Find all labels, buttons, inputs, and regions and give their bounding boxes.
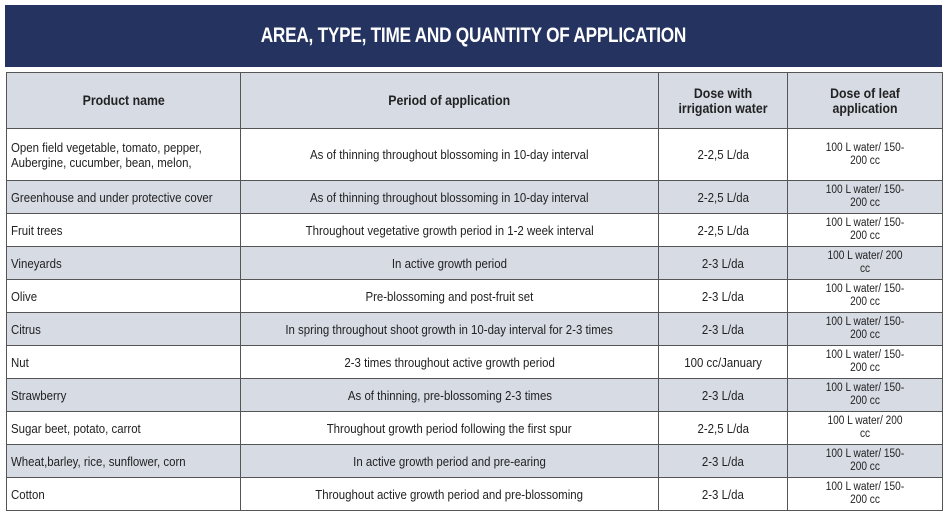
period-cell: 2-3 times throughout active growth perio…	[240, 345, 659, 379]
table-row: Fruit trees Throughout vegetative growth …	[6, 213, 943, 247]
leaf-dose-cell: 100 L water/ 200 cc	[787, 411, 943, 445]
product-cell: Olive	[6, 279, 241, 313]
product-cell: Vineyards	[6, 246, 241, 280]
title-banner: AREA, TYPE, TIME AND QUANTITY OF APPLICA…	[5, 5, 942, 67]
leaf-dose-cell: 100 L water/ 150-200 cc	[787, 213, 943, 247]
table-row: Nut 2-3 times throughout active growth pe…	[6, 345, 943, 379]
product-cell: Wheat,barley, rice, sunflower, corn	[6, 444, 241, 478]
period-cell: As of thinning throughout blossoming in …	[240, 128, 659, 181]
irrigation-dose-cell: 2-3 L/da	[658, 279, 788, 313]
product-cell: Greenhouse and under protective cover	[6, 180, 241, 214]
product-cell: Open field vegetable, tomato, pepper, Au…	[6, 128, 241, 181]
period-cell: In active growth period	[240, 246, 659, 280]
header-row: Product name Period of application Dose …	[6, 72, 943, 129]
product-cell: Strawberry	[6, 378, 241, 412]
column-header-irrigation: Dose with irrigation water	[658, 72, 788, 129]
product-cell: Sugar beet, potato, carrot	[6, 411, 241, 445]
irrigation-dose-cell: 2-3 L/da	[658, 444, 788, 478]
leaf-dose-cell: 100 L water/ 150-200 cc	[787, 312, 943, 346]
page-title: AREA, TYPE, TIME AND QUANTITY OF APPLICA…	[260, 24, 687, 47]
leaf-dose-cell: 100 L water/ 150-200 cc	[787, 378, 943, 412]
leaf-dose-cell: 100 L water/ 150-200 cc	[787, 180, 943, 214]
leaf-dose-cell: 100 L water/ 150-200 cc	[787, 279, 943, 313]
period-cell: Throughout vegetative growth period in 1…	[240, 213, 659, 247]
leaf-dose-cell: 100 L water/ 150-200 cc	[787, 345, 943, 379]
period-cell: As of thinning, pre-blossoming 2-3 times	[240, 378, 659, 412]
period-cell: Throughout growth period following the f…	[240, 411, 659, 445]
leaf-dose-cell: 100 L water/ 150-200 cc	[787, 128, 943, 181]
product-cell: Nut	[6, 345, 241, 379]
period-cell: In active growth period and pre-earing	[240, 444, 659, 478]
table-row: Vineyards In active growth period 2-3 L/da…	[6, 246, 943, 280]
irrigation-dose-cell: 2-2,5 L/da	[658, 180, 788, 214]
product-cell: Cotton	[6, 477, 241, 511]
table-row: Strawberry As of thinning, pre-blossoming…	[6, 378, 943, 412]
irrigation-dose-cell: 2-3 L/da	[658, 312, 788, 346]
irrigation-dose-cell: 2-3 L/da	[658, 477, 788, 511]
table-row: Greenhouse and under protective cover As …	[6, 180, 943, 214]
period-cell: Pre-blossoming and post-fruit set	[240, 279, 659, 313]
irrigation-dose-cell: 2-3 L/da	[658, 378, 788, 412]
table-row: Wheat,barley, rice, sunflower, corn In ac…	[6, 444, 943, 478]
product-cell: Citrus	[6, 312, 241, 346]
irrigation-dose-cell: 2-3 L/da	[658, 246, 788, 280]
column-header-leaf: Dose of leaf application	[787, 72, 943, 129]
table-row: Citrus In spring throughout shoot growth …	[6, 312, 943, 346]
irrigation-dose-cell: 2-2,5 L/da	[658, 213, 788, 247]
leaf-dose-cell: 100 L water/ 200 cc	[787, 246, 943, 280]
table-row: Cotton Throughout active growth period an…	[6, 477, 943, 511]
period-cell: Throughout active growth period and pre-…	[240, 477, 659, 511]
irrigation-dose-cell: 100 cc/January	[658, 345, 788, 379]
column-header-period: Period of application	[240, 72, 659, 129]
product-cell: Fruit trees	[6, 213, 241, 247]
table-row: Sugar beet, potato, carrot Throughout gro…	[6, 411, 943, 445]
table-row: Olive Pre-blossoming and post-fruit set 2-…	[6, 279, 943, 313]
table-row: Open field vegetable, tomato, pepper, Au…	[6, 128, 943, 181]
column-header-product: Product name	[6, 72, 241, 129]
period-cell: As of thinning throughout blossoming in …	[240, 180, 659, 214]
irrigation-dose-cell: 2-2,5 L/da	[658, 411, 788, 445]
leaf-dose-cell: 100 L water/ 150-200 cc	[787, 477, 943, 511]
leaf-dose-cell: 100 L water/ 150-200 cc	[787, 444, 943, 478]
period-cell: In spring throughout shoot growth in 10-…	[240, 312, 659, 346]
application-table: Product name Period of application Dose …	[6, 72, 943, 511]
irrigation-dose-cell: 2-2,5 L/da	[658, 128, 788, 181]
